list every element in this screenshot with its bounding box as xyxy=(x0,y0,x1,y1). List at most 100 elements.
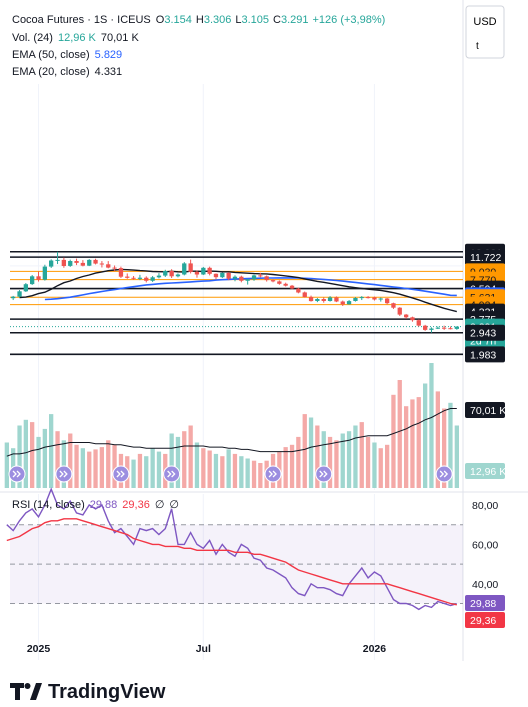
rsi-label: RSI (14, close) xyxy=(12,499,85,511)
volume-bar xyxy=(404,406,409,488)
candle-body xyxy=(340,301,345,305)
volume-bar xyxy=(334,440,339,488)
event-arrow-icon xyxy=(439,470,449,478)
volume-bar xyxy=(49,414,54,488)
ohlc-open-val: 3.154 xyxy=(164,14,192,26)
candle-body xyxy=(61,259,66,266)
ema-lines xyxy=(19,268,457,313)
rsi-pane xyxy=(6,487,463,611)
volume-bar xyxy=(340,433,345,488)
ohlc-low-val: 3.105 xyxy=(241,14,269,26)
candle-body xyxy=(410,317,415,321)
ohlc-change: +126 (+3,98%) xyxy=(313,14,386,26)
volume-bar xyxy=(258,463,263,488)
event-arrow-icon xyxy=(319,470,328,478)
volume-ma-line xyxy=(6,408,457,457)
volume-bar xyxy=(68,433,73,488)
candle-body xyxy=(80,262,85,266)
volume-bar xyxy=(194,442,200,488)
candle-body xyxy=(327,297,333,301)
candle-body xyxy=(308,297,314,302)
volume-bar xyxy=(308,417,314,488)
volume-bar xyxy=(36,436,41,488)
candles xyxy=(11,251,459,333)
volume-bar xyxy=(80,448,85,488)
header-rsi[interactable]: RSI (14, close) 29,88 29,36 ∅ ∅ xyxy=(12,499,179,511)
candle-body xyxy=(68,261,73,266)
candle-body xyxy=(321,299,326,301)
candle-body xyxy=(365,297,371,299)
volume-bar xyxy=(93,449,98,488)
volume-bar xyxy=(416,397,421,488)
rsi-tick-label: 40,00 xyxy=(472,579,498,591)
event-marker-icon xyxy=(8,465,26,483)
candle-body xyxy=(49,260,54,267)
rsi-value: 29,88 xyxy=(90,499,118,511)
volume-bar xyxy=(365,436,371,488)
ema50-value: 5.829 xyxy=(95,49,123,61)
volume-bar xyxy=(144,456,149,488)
candle-body xyxy=(404,314,409,318)
volume-bar xyxy=(454,425,459,488)
event-arrow-icon xyxy=(167,470,176,478)
volume-last-axis-label: 12,96 K xyxy=(465,463,506,479)
event-arrow-icon xyxy=(116,470,125,478)
candle-body xyxy=(277,281,282,284)
header-ema20[interactable]: EMA (20, close) 4.331 xyxy=(12,66,122,78)
volume-bar xyxy=(385,444,390,488)
candle-body xyxy=(74,261,79,263)
volume-bar xyxy=(245,458,250,488)
volume-bar xyxy=(372,442,377,488)
tradingview-logo[interactable]: TradingView xyxy=(10,681,166,703)
volume-bar xyxy=(397,380,402,488)
candle-body xyxy=(239,276,244,281)
price-axis-label: 1.983 xyxy=(465,346,505,363)
ema20-label: EMA (20, close) xyxy=(12,66,90,78)
candle-body xyxy=(353,298,358,301)
event-marker-icon xyxy=(315,465,333,483)
candle-body xyxy=(372,297,377,300)
ohlc-close-val: 3.291 xyxy=(281,14,309,26)
volume-value-b: 70,01 K xyxy=(101,32,140,44)
candle-body xyxy=(163,271,168,276)
volume-bar xyxy=(410,399,415,488)
header-volume[interactable]: Vol. (24) 12,96 K 70,01 K xyxy=(12,32,139,44)
candle-body xyxy=(220,272,225,278)
rsi-axis-label-bg xyxy=(465,595,505,611)
volume-bar xyxy=(435,391,440,488)
candle-body xyxy=(182,263,187,275)
price-axis-label: 2.943 xyxy=(465,324,505,341)
volume-bar xyxy=(359,422,364,488)
candle-body xyxy=(264,276,269,281)
event-arrow-icon xyxy=(12,470,21,478)
time-axis-label: 2025 xyxy=(27,643,51,655)
candle-body xyxy=(296,288,301,293)
event-marker-icon xyxy=(435,465,453,483)
candle-body xyxy=(289,285,295,289)
candle-body xyxy=(55,259,60,261)
candle-body xyxy=(144,277,149,281)
rsi-tick-label: 60,00 xyxy=(472,539,498,551)
volume-bar xyxy=(55,431,60,488)
candle-body xyxy=(201,267,206,275)
ohlc-high-val: 3.306 xyxy=(204,14,232,26)
candle-body xyxy=(169,271,174,277)
rsi-line xyxy=(6,487,457,611)
currency-button[interactable] xyxy=(465,5,505,59)
volume-bar xyxy=(327,436,333,488)
volume-bar xyxy=(289,444,295,488)
ohlc-low-key: L xyxy=(235,14,241,26)
header-ema50[interactable]: EMA (50, close) 5.829 xyxy=(12,49,122,61)
candle-body xyxy=(23,284,28,292)
volume-bar xyxy=(169,433,174,488)
volume-bar xyxy=(42,428,47,488)
grid-layer xyxy=(0,0,528,661)
price-axis: 2025Jul202612.00010.00080,0060,0040,0012… xyxy=(27,243,506,655)
candle-body xyxy=(118,268,124,277)
volume-bar xyxy=(17,425,22,488)
price-axis-label-text: 2.943 xyxy=(470,328,496,340)
candle-body xyxy=(99,263,104,265)
candle-body xyxy=(378,298,383,300)
candle-body xyxy=(175,274,181,277)
